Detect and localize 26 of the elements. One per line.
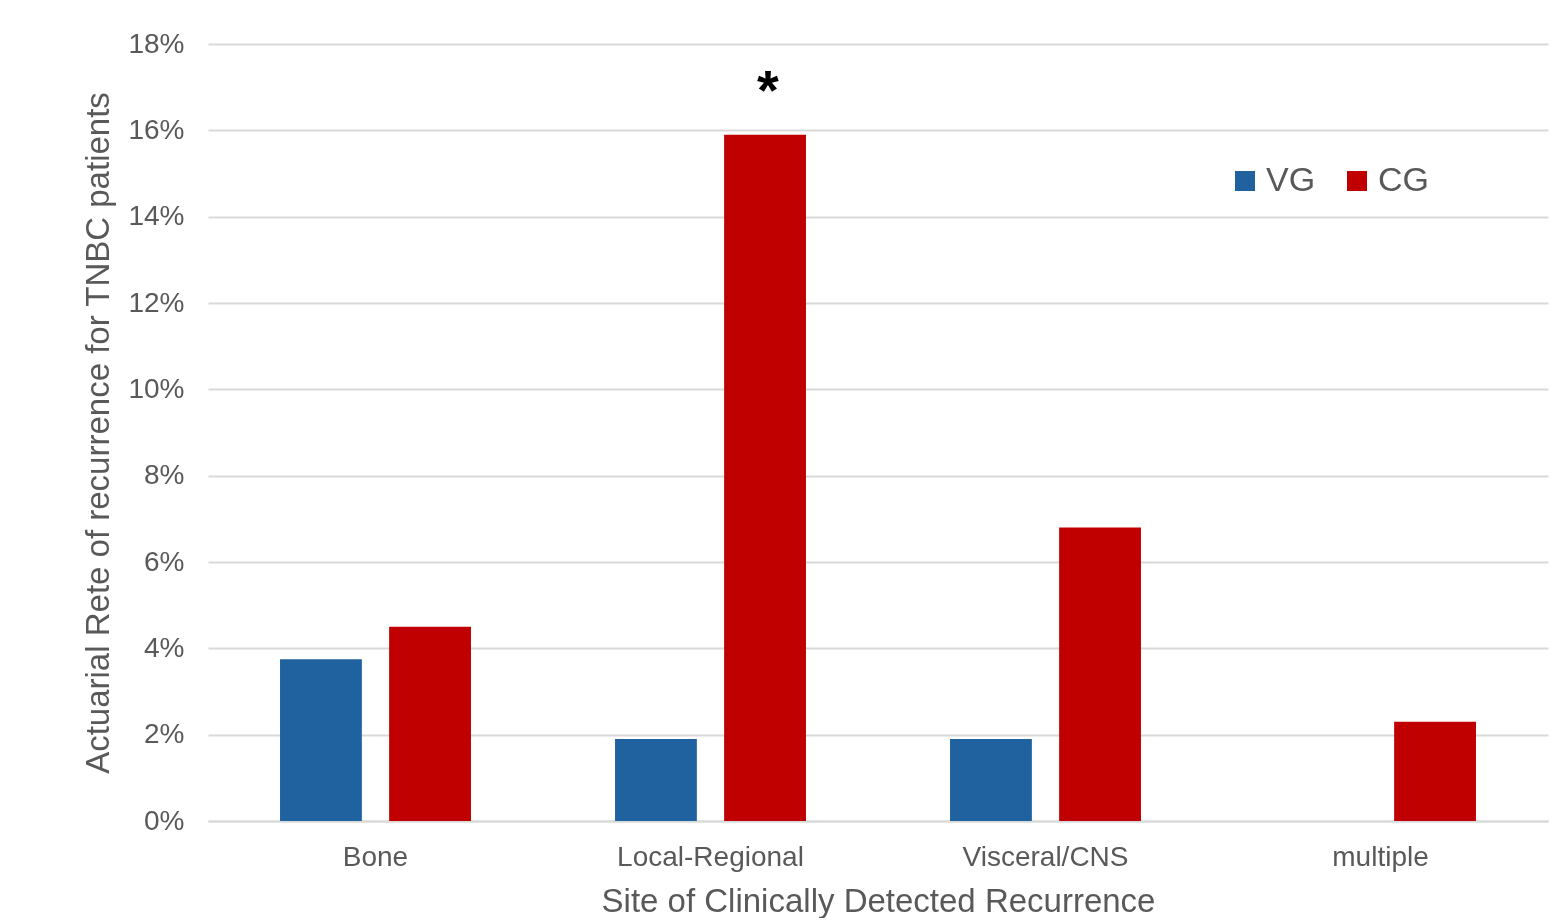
bar bbox=[724, 134, 806, 821]
y-tick-label: 4% bbox=[144, 631, 185, 663]
bar bbox=[615, 738, 697, 821]
annotation: * bbox=[756, 57, 779, 121]
y-tick-label: 14% bbox=[128, 200, 185, 232]
y-tick-label: 18% bbox=[128, 27, 185, 59]
bar bbox=[389, 626, 471, 821]
y-tick-label: 8% bbox=[144, 459, 185, 491]
y-tick-label: 10% bbox=[128, 372, 185, 404]
x-tick-label: Bone bbox=[342, 840, 409, 872]
y-tick-label: 2% bbox=[144, 718, 185, 750]
bar bbox=[1059, 527, 1141, 821]
y-tick-label: 6% bbox=[144, 545, 185, 577]
y-axis-title: Actuarial Rete of recurrence for TNBC patients bbox=[79, 92, 117, 774]
legend-label: CG bbox=[1378, 160, 1429, 198]
bar bbox=[1394, 721, 1476, 821]
bar bbox=[950, 738, 1032, 821]
y-tick-label: 16% bbox=[128, 113, 185, 145]
y-tick-label: 0% bbox=[144, 804, 185, 836]
y-tick-label: 12% bbox=[128, 286, 185, 318]
x-tick-label: multiple bbox=[1332, 840, 1429, 872]
x-axis-title: Site of Clinically Detected Recurrence bbox=[601, 881, 1156, 919]
bar bbox=[280, 659, 362, 821]
legend-label: VG bbox=[1266, 160, 1316, 198]
x-tick-label: Local-Regional bbox=[617, 840, 804, 872]
x-tick-label: Visceral/CNS bbox=[962, 840, 1129, 872]
